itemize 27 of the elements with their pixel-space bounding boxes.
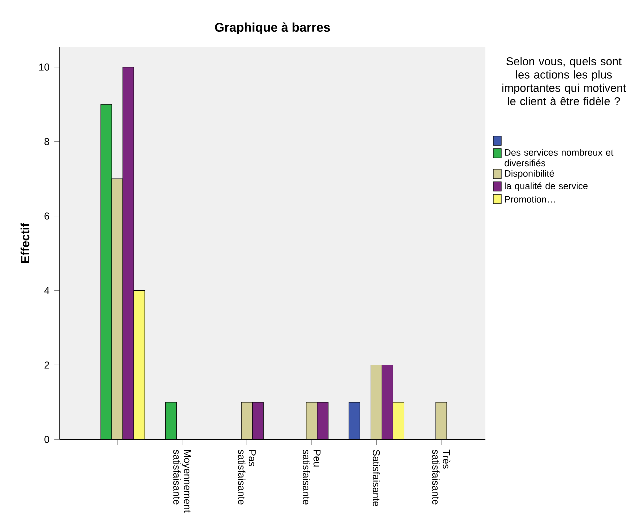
legend-label: Promotion… xyxy=(505,196,555,203)
legend-label: Des services nombreux et diversifiés xyxy=(504,149,614,167)
y-tick-label: 2 xyxy=(44,362,50,369)
x-tick-label: Moyennement satisfaisante xyxy=(174,450,192,513)
bar xyxy=(382,365,394,440)
y-tick-label: 8 xyxy=(44,138,50,146)
x-tick-label: Pas satisfaisante xyxy=(238,450,256,505)
bar xyxy=(348,402,360,440)
chart-title: Graphique à barres xyxy=(215,22,330,35)
y-tick-label: 0 xyxy=(44,436,50,444)
x-tick-label: Satisfaisante xyxy=(373,450,380,506)
x-tick-label: Très satisfaisante xyxy=(432,450,451,505)
bar xyxy=(123,67,134,440)
legend-title: Selon vous, quels sont les actions les plus importantes qui motivent le client à être fidèle ? xyxy=(502,57,626,106)
legend-label: Disponibilité xyxy=(505,170,554,179)
bar xyxy=(306,402,318,440)
y-tick-label: 4 xyxy=(44,287,50,294)
bar xyxy=(112,179,124,440)
bar xyxy=(252,402,264,440)
bar xyxy=(242,402,253,440)
y-axis-title: Effectif xyxy=(20,223,30,264)
y-tick-label: 10 xyxy=(40,64,50,71)
bar xyxy=(166,402,178,440)
bar xyxy=(371,365,382,440)
x-tick-label: Peu satisfaisante xyxy=(303,450,321,505)
y-tick-label: 6 xyxy=(44,212,50,220)
legend-label: la qualité de service xyxy=(505,182,588,192)
